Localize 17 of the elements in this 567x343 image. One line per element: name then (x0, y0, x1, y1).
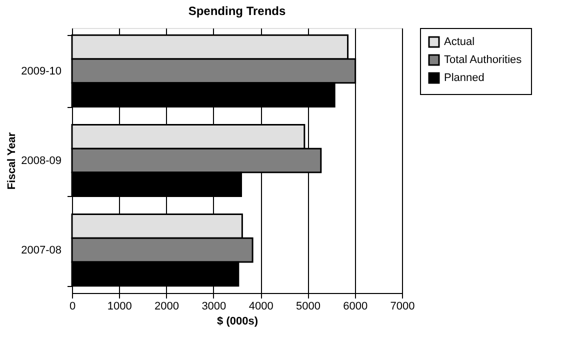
legend-label: Actual (444, 36, 475, 48)
x-tick-label: 4000 (248, 300, 274, 312)
legend-label: Planned (444, 72, 484, 84)
y-tick-label: 2008-09 (21, 155, 62, 167)
y-tick-label: 2007-08 (21, 244, 62, 257)
x-tick-label: 6000 (343, 300, 368, 312)
x-tick-label: 7000 (390, 300, 415, 312)
y-axis-title: Fiscal Year (6, 132, 18, 190)
y-tick-label: 2009-10 (21, 65, 62, 78)
x-tick-label: 2000 (154, 300, 180, 312)
x-tick-label: 3000 (202, 300, 226, 312)
legend-label: Total Authorities (444, 54, 522, 66)
x-tick-label: 1000 (107, 300, 132, 312)
x-axis-title: $ (000s) (217, 316, 258, 328)
x-tick-label: 0 (69, 300, 76, 312)
chart-title: Spending Trends (188, 4, 286, 18)
x-tick-label: 5000 (296, 300, 320, 312)
